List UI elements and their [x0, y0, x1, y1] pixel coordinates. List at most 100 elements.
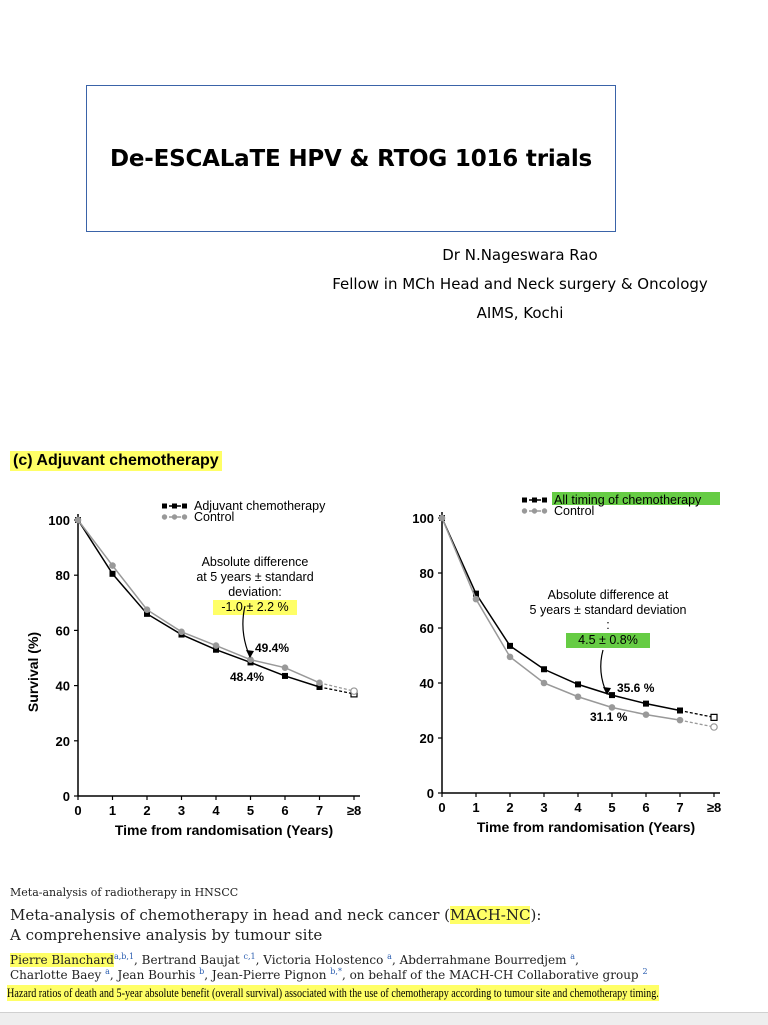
- annotation-text: Absolute difference: [202, 555, 309, 569]
- point-label: 48.4%: [230, 670, 264, 684]
- bottom-bar: [0, 1012, 768, 1025]
- x-tick-label: 0: [438, 800, 445, 815]
- y-tick-label: 40: [56, 679, 70, 694]
- data-point: [473, 590, 479, 597]
- legend-marker: [162, 503, 167, 509]
- annotation-arrowhead: [246, 650, 254, 658]
- author-name: , Jean-Pierre Pignon: [204, 968, 331, 982]
- author-affiliation: Fellow in MCh Head and Neck surgery & On…: [332, 275, 708, 293]
- legend-label: Control: [554, 504, 594, 518]
- annotation-value-highlight: [213, 600, 297, 615]
- author-affiliation-mark: 2: [642, 967, 648, 976]
- data-point: [74, 516, 82, 524]
- x-tick-label: 7: [676, 800, 683, 815]
- y-tick-label: 0: [427, 786, 434, 801]
- y-tick-label: 100: [412, 511, 434, 526]
- x-tick-label: ≥8: [347, 803, 361, 818]
- data-point: [608, 704, 616, 711]
- slide-title: De-ESCALaTE HPV & RTOG 1016 trials: [109, 145, 593, 172]
- author-name: ,: [575, 953, 579, 967]
- x-tick-label: 1: [472, 800, 479, 815]
- data-point: [506, 653, 514, 661]
- y-tick-label: 100: [48, 513, 70, 528]
- authors-line-1: Pierre Blancharda,b,1, Bertrand Baujat c…: [10, 952, 579, 967]
- data-point: [677, 707, 683, 714]
- annotation-text: Absolute difference at: [548, 588, 669, 602]
- data-point: [609, 692, 615, 699]
- paper-title-post: ):: [530, 906, 542, 924]
- x-tick-label: ≥8: [707, 800, 721, 815]
- data-point: [143, 606, 151, 613]
- y-axis-title: Survival (%): [25, 632, 41, 712]
- author-name: Dr N.Nageswara Rao: [442, 246, 598, 264]
- y-tick-label: 20: [420, 731, 434, 746]
- annotation-text: at 5 years ± standard: [196, 570, 313, 584]
- y-tick-label: 80: [56, 568, 70, 583]
- author-affiliation-mark: a,b,1: [113, 952, 135, 961]
- x-axis-title: Time from randomisation (Years): [115, 822, 333, 838]
- author-name: Pierre Blanchard: [10, 953, 114, 967]
- figure-caption: Hazard ratios of death and 5-year absolu…: [7, 985, 659, 1001]
- data-point: [575, 681, 581, 688]
- x-tick-label: 2: [506, 800, 513, 815]
- data-point: [109, 562, 116, 569]
- data-point: [642, 711, 650, 718]
- legend-label: Adjuvant chemotherapy: [194, 499, 326, 513]
- paper-title-line-2: A comprehensive analysis by tumour site: [10, 926, 323, 944]
- paper-title-line-1: Meta-analysis of chemotherapy in head an…: [10, 906, 541, 924]
- series-line: [77, 519, 320, 688]
- annotation-text: 5 years ± standard deviation: [530, 603, 687, 617]
- series-dashed-tail: [679, 719, 715, 728]
- author-affiliation-mark: b,*: [330, 967, 342, 976]
- author-name: Charlotte Baey: [10, 968, 106, 982]
- author-name: , Bertrand Baujat: [134, 953, 244, 967]
- annotation-arrowhead: [603, 687, 611, 695]
- data-point: [507, 642, 513, 649]
- data-point: [109, 570, 116, 577]
- legend-marker: [532, 497, 537, 503]
- series-line: [77, 519, 320, 684]
- annotation-value: -1.0 ± 2.2 %: [221, 600, 288, 614]
- legend-marker: [182, 503, 187, 509]
- data-point: [213, 646, 219, 653]
- data-point: [472, 595, 480, 603]
- annotation-value-highlight: [566, 633, 650, 648]
- x-tick-label: 6: [642, 800, 649, 815]
- authors-line-2: Charlotte Baey a, Jean Bourhis b, Jean-P…: [10, 967, 648, 982]
- data-point: [281, 664, 289, 671]
- data-point: [316, 683, 323, 690]
- point-label: 31.1 %: [590, 710, 628, 724]
- journal-section: Meta-analysis of radiotherapy in HNSCC: [10, 886, 239, 899]
- data-point: [540, 679, 548, 687]
- x-tick-label: 4: [212, 803, 220, 818]
- legend-marker: [542, 497, 547, 503]
- y-tick-label: 60: [56, 623, 70, 638]
- legend-marker: [521, 508, 528, 514]
- paper-title-acronym: MACH-NC: [450, 906, 531, 924]
- series-line: [441, 517, 681, 721]
- legend-label: Control: [194, 510, 234, 524]
- legend-marker: [522, 497, 527, 503]
- data-point: [247, 656, 254, 663]
- legend-marker: [541, 508, 548, 514]
- data-point: [178, 628, 185, 636]
- data-point: [710, 713, 718, 721]
- paper-title-pre: Meta-analysis of chemotherapy in head an…: [10, 906, 451, 924]
- y-tick-label: 0: [63, 789, 70, 804]
- x-tick-label: 2: [143, 803, 150, 818]
- author-affiliation-mark: b: [199, 967, 205, 976]
- author-affiliation-mark: a: [105, 967, 110, 976]
- x-tick-label: 4: [574, 800, 582, 815]
- data-point: [438, 514, 446, 522]
- series-dashed-tail: [679, 709, 715, 719]
- annotation-text: :: [606, 618, 609, 632]
- series-dashed-tail: [319, 682, 355, 692]
- x-tick-label: 0: [74, 803, 81, 818]
- data-point: [282, 672, 288, 679]
- x-tick-label: 3: [178, 803, 185, 818]
- author-institution: AIMS, Kochi: [476, 304, 564, 322]
- data-point: [144, 610, 150, 617]
- legend-marker: [531, 508, 538, 514]
- author-name: , Jean Bourhis: [109, 968, 200, 982]
